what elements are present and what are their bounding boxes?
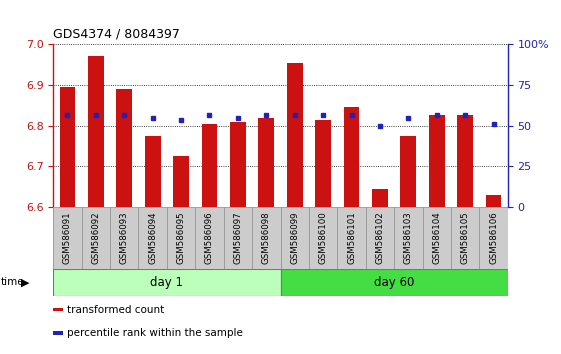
- Bar: [53, 308, 63, 312]
- Bar: [309, 207, 337, 269]
- Bar: [88, 57, 104, 207]
- Text: GSM586098: GSM586098: [262, 212, 271, 264]
- Bar: [315, 120, 331, 207]
- Bar: [224, 207, 252, 269]
- Bar: [173, 156, 189, 207]
- Bar: [287, 63, 302, 207]
- Bar: [337, 207, 366, 269]
- Bar: [486, 195, 502, 207]
- Bar: [280, 269, 508, 296]
- Bar: [451, 207, 479, 269]
- Text: GSM586104: GSM586104: [432, 212, 441, 264]
- Text: GSM586097: GSM586097: [233, 212, 242, 264]
- Bar: [53, 331, 63, 335]
- Bar: [422, 207, 451, 269]
- Bar: [59, 87, 75, 207]
- Bar: [167, 207, 195, 269]
- Text: GSM586095: GSM586095: [177, 212, 186, 264]
- Text: GSM586106: GSM586106: [489, 212, 498, 264]
- Text: GSM586101: GSM586101: [347, 212, 356, 264]
- Bar: [82, 207, 110, 269]
- Bar: [110, 207, 139, 269]
- Text: GSM586096: GSM586096: [205, 212, 214, 264]
- Bar: [280, 207, 309, 269]
- Bar: [252, 207, 280, 269]
- Text: GSM586099: GSM586099: [290, 212, 299, 264]
- Text: GSM586105: GSM586105: [461, 212, 470, 264]
- Bar: [429, 115, 444, 207]
- Bar: [394, 207, 422, 269]
- Bar: [372, 189, 388, 207]
- Bar: [401, 136, 416, 207]
- Text: GSM586103: GSM586103: [404, 212, 413, 264]
- Text: GDS4374 / 8084397: GDS4374 / 8084397: [53, 28, 180, 41]
- Bar: [195, 207, 224, 269]
- Bar: [139, 207, 167, 269]
- Text: day 60: day 60: [374, 276, 414, 289]
- Bar: [53, 269, 280, 296]
- Bar: [344, 107, 359, 207]
- Bar: [230, 122, 246, 207]
- Text: transformed count: transformed count: [67, 305, 164, 315]
- Bar: [145, 136, 160, 207]
- Text: time: time: [1, 277, 25, 287]
- Text: percentile rank within the sample: percentile rank within the sample: [67, 328, 243, 338]
- Bar: [202, 124, 217, 207]
- Bar: [259, 118, 274, 207]
- Bar: [117, 89, 132, 207]
- Text: GSM586092: GSM586092: [91, 212, 100, 264]
- Text: GSM586100: GSM586100: [319, 212, 328, 264]
- Bar: [53, 207, 82, 269]
- Bar: [479, 207, 508, 269]
- Text: day 1: day 1: [150, 276, 183, 289]
- Text: GSM586091: GSM586091: [63, 212, 72, 264]
- Text: ▶: ▶: [21, 277, 30, 287]
- Bar: [457, 115, 473, 207]
- Bar: [366, 207, 394, 269]
- Text: GSM586094: GSM586094: [148, 212, 157, 264]
- Text: GSM586102: GSM586102: [375, 212, 384, 264]
- Text: GSM586093: GSM586093: [120, 212, 129, 264]
